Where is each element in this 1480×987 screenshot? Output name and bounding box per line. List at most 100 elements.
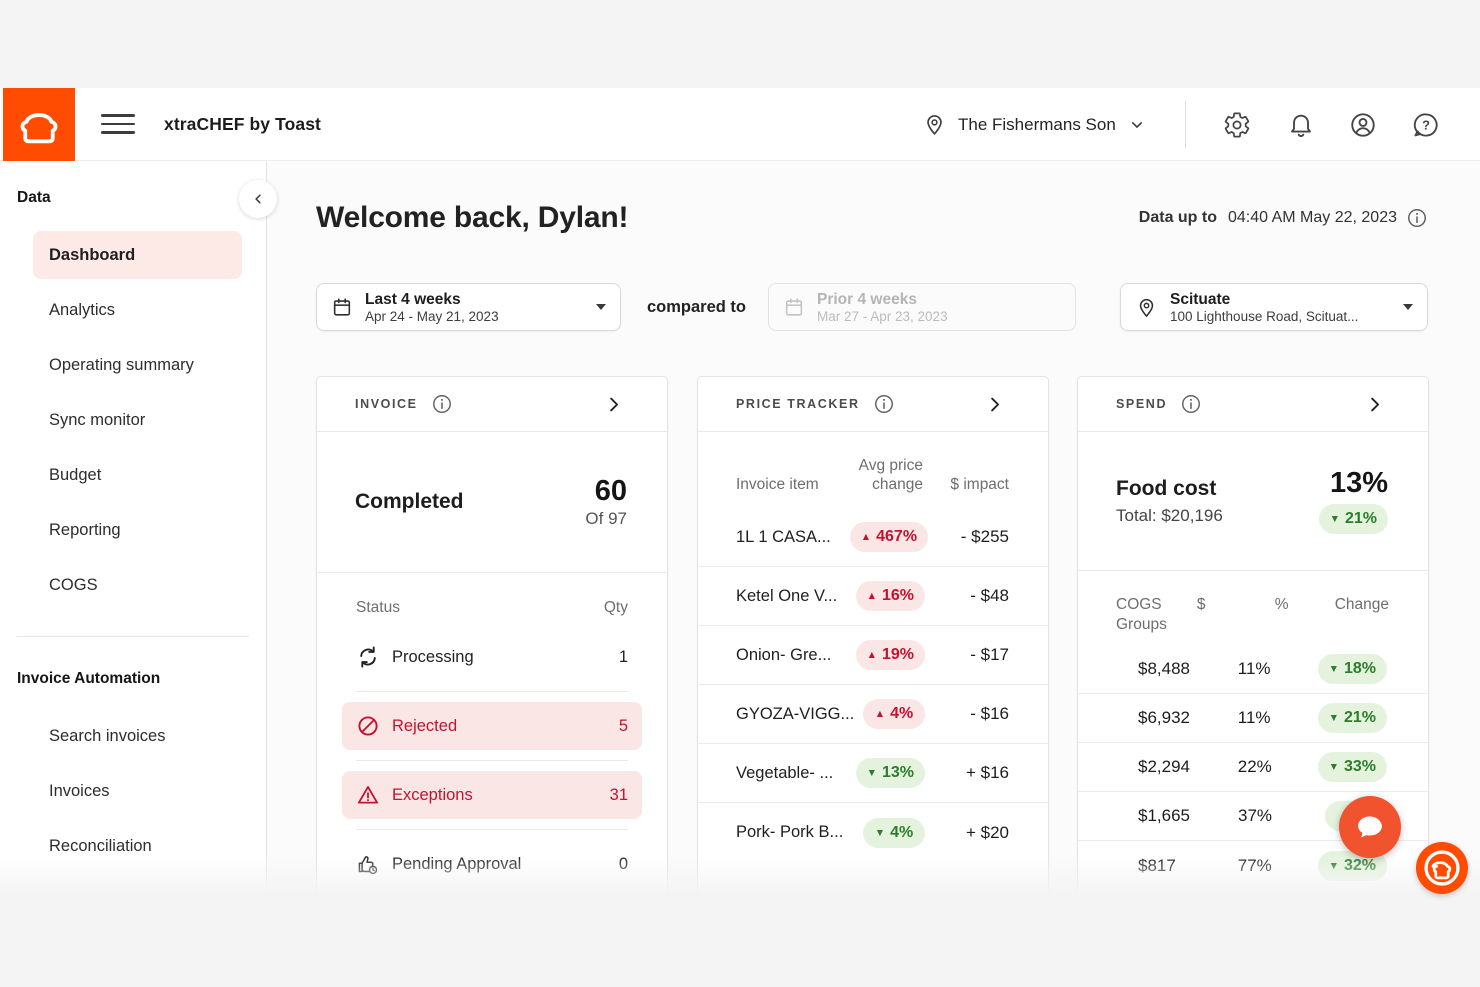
price-item-name: Pork- Pork B...: [736, 823, 844, 841]
food-cost-label: Food cost: [1116, 477, 1217, 500]
price-row[interactable]: 1L 1 CASA... 467% - $255: [698, 508, 1048, 567]
spend-row[interactable]: $8,488 11% 18%: [1078, 645, 1428, 694]
date-range-label: Last 4 weeks: [365, 290, 461, 308]
status-qty: 1: [618, 647, 628, 666]
info-icon[interactable]: [873, 393, 895, 415]
data-freshness: Data up to 04:40 AM May 22, 2023: [1139, 207, 1428, 229]
app-window: xtraCHEF by Toast The Fishermans Son Dat…: [0, 88, 1480, 898]
spend-card-header: SPEND: [1078, 377, 1428, 432]
chevron-right-icon[interactable]: [1365, 395, 1384, 414]
sidebar-item-dashboard[interactable]: Dashboard: [33, 231, 242, 279]
location-pin-icon: [1139, 298, 1154, 317]
calendar-icon: [333, 298, 351, 316]
completed-of: Of 97: [585, 508, 627, 528]
blocked-icon: [358, 716, 378, 736]
collapse-sidebar-button[interactable]: [239, 180, 277, 218]
price-row[interactable]: Vegetable- ... 13% + $16: [698, 744, 1048, 803]
spend-dollars: $1,665: [1138, 806, 1190, 825]
price-row[interactable]: Ketel One V... 16% - $48: [698, 567, 1048, 626]
price-item-name: GYOZA-VIGG...: [736, 704, 854, 723]
top-bar: xtraCHEF by Toast The Fishermans Son: [0, 88, 1480, 161]
app-title: xtraCHEF by Toast: [164, 114, 321, 134]
sidebar-item-reconciliation[interactable]: Reconciliation: [49, 836, 152, 855]
spend-dollars: $817: [1138, 855, 1176, 875]
sidebar-section-data: Data: [17, 189, 51, 206]
sidebar-item-invoices[interactable]: Invoices: [49, 781, 110, 800]
invoice-card-title: INVOICE: [355, 397, 418, 411]
location-selector[interactable]: Scituate 100 Lighthouse Road, Scituat...: [1120, 283, 1428, 331]
info-icon[interactable]: [1406, 207, 1428, 229]
spend-change-badge: 21%: [1317, 703, 1387, 733]
restaurant-switcher[interactable]: The Fishermans Son: [922, 88, 1147, 161]
toast-logo[interactable]: [3, 88, 75, 161]
status-label: Pending Approval: [392, 854, 522, 873]
toast-assistant-button[interactable]: [1416, 842, 1468, 894]
sidebar-item-search-invoices[interactable]: Search invoices: [49, 726, 166, 745]
col-change: Change: [1334, 596, 1389, 613]
sidebar-item-operating-summary[interactable]: Operating summary: [49, 355, 194, 374]
caret-down-icon: [1403, 304, 1413, 310]
chevron-right-icon[interactable]: [985, 395, 1004, 414]
price-tracker-card-header: PRICE TRACKER: [698, 377, 1048, 432]
chevron-right-icon[interactable]: [604, 395, 623, 414]
price-tracker-column-headers: Invoice item Avg price change $ impact: [698, 432, 1048, 508]
notifications-button[interactable]: [1287, 111, 1315, 139]
sidebar-item-sync-monitor[interactable]: Sync monitor: [49, 410, 146, 429]
completed-label: Completed: [355, 490, 464, 513]
price-change-badge: 13%: [855, 758, 925, 788]
price-row[interactable]: Pork- Pork B... 4% + $20: [698, 803, 1048, 862]
prior-range-value: Mar 27 - Apr 23, 2023: [817, 308, 948, 324]
compared-to-label: compared to: [646, 297, 747, 316]
status-row-processing[interactable]: Processing 1: [342, 633, 642, 681]
chat-launcher-button[interactable]: [1339, 796, 1401, 858]
warning-icon: [357, 786, 379, 804]
spend-change-badge: 18%: [1317, 654, 1387, 684]
info-icon[interactable]: [431, 393, 453, 415]
sidebar-item-cogs[interactable]: COGS: [49, 575, 98, 594]
status-qty: 5: [618, 716, 628, 735]
status-row-pending-approval[interactable]: Pending Approval 0: [342, 840, 642, 888]
data-up-to-label: Data up to: [1138, 209, 1217, 226]
bell-icon: [1291, 114, 1311, 137]
sidebar-item-reporting[interactable]: Reporting: [49, 520, 121, 539]
status-row-rejected[interactable]: Rejected 5: [342, 702, 642, 750]
col-dollar-impact: $ impact: [950, 476, 1009, 493]
price-item-name: Onion- Gre...: [736, 645, 832, 664]
status-row-exceptions[interactable]: Exceptions 31: [342, 771, 642, 819]
spend-dollars: $2,294: [1138, 757, 1190, 776]
col-dollars: $: [1196, 596, 1206, 613]
spend-row[interactable]: $6,932 11% 21%: [1078, 694, 1428, 743]
col-avg-price-change: Avg price change: [858, 457, 923, 493]
gear-icon: [1224, 112, 1250, 138]
price-row[interactable]: Onion- Gre... 19% - $17: [698, 626, 1048, 685]
sidebar-item-analytics[interactable]: Analytics: [49, 300, 116, 319]
account-button[interactable]: [1349, 111, 1377, 139]
help-button[interactable]: [1412, 111, 1440, 139]
price-row[interactable]: GYOZA-VIGG... 4% - $16: [698, 685, 1048, 744]
price-change-badge: 4%: [863, 699, 925, 729]
status-label: Rejected: [392, 716, 458, 735]
settings-button[interactable]: [1223, 111, 1251, 139]
sidebar-item-budget[interactable]: Budget: [49, 465, 102, 484]
spend-card: SPEND Food cost Total: $20,196 13% 21% C…: [1077, 376, 1429, 898]
prior-range-selector-disabled: Prior 4 weeks Mar 27 - Apr 23, 2023: [768, 283, 1076, 331]
sidebar-divider: [17, 636, 249, 637]
spend-column-headers: COGS Groups $ % Change: [1078, 571, 1428, 645]
food-cost-metric: Food cost Total: $20,196 13% 21%: [1078, 432, 1428, 571]
info-icon[interactable]: [1180, 393, 1202, 415]
spend-percent: 11%: [1237, 659, 1271, 678]
main-content: Welcome back, Dylan! Data up to 04:40 AM…: [268, 161, 1480, 898]
data-up-to-value: 04:40 AM May 22, 2023: [1228, 209, 1397, 226]
price-impact: - $17: [970, 645, 1009, 664]
spend-row[interactable]: $2,294 22% 33%: [1078, 743, 1428, 792]
price-impact: + $16: [965, 763, 1009, 782]
hamburger-menu-icon[interactable]: [101, 110, 135, 138]
location-address: 100 Lighthouse Road, Scituat...: [1170, 308, 1359, 324]
price-impact: - $255: [960, 527, 1009, 546]
toast-logo-icon: [20, 112, 58, 143]
date-range-selector[interactable]: Last 4 weeks Apr 24 - May 21, 2023: [316, 283, 621, 331]
sidebar-list-invoice-automation: Search invoices Invoices Reconciliation: [0, 712, 266, 870]
sidebar-section-invoice-automation: Invoice Automation: [17, 670, 161, 687]
price-change-badge: 16%: [855, 581, 925, 611]
page-title: Welcome back, Dylan!: [316, 201, 629, 234]
